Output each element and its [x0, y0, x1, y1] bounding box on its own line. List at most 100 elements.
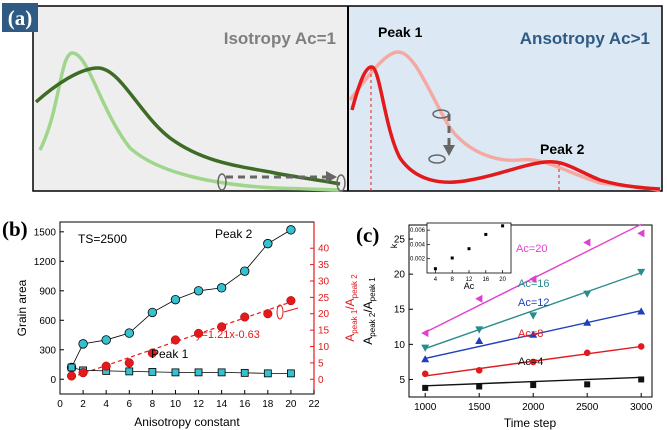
- panel-b-y2-tick-label: 5: [318, 358, 324, 369]
- anisotropy-shift-arrowhead: [443, 145, 455, 156]
- panel-b-point-peak1: [240, 368, 249, 377]
- panel-b-point-peak1: [287, 369, 295, 378]
- panel-c-ylabel-sub2: peak 1: [368, 277, 377, 302]
- panel-b-ylabel: Grain area: [15, 279, 29, 336]
- panel-b-x-tick-label: 16: [239, 399, 251, 410]
- inset-x-tick-label: 8: [451, 277, 455, 283]
- isotropy-end-marker: [336, 174, 346, 192]
- panel-b-y-tick-label: 0: [50, 375, 56, 386]
- panel-b-point-peak2: [124, 328, 134, 338]
- panel-b-fit-marker: [276, 304, 284, 320]
- panel-b-x-tick-label: 0: [57, 399, 63, 410]
- panel-c-xlabel: Time step: [504, 416, 557, 430]
- panel-c-ylabel-sub1: peak 2: [368, 312, 377, 337]
- panel-c-point-ac12: [475, 336, 484, 345]
- inset-point: [450, 256, 454, 260]
- panel-b-point-peak2: [193, 286, 204, 296]
- panel-b-x-tick-label: 18: [262, 399, 274, 410]
- series-label-ac4: Ac=4: [518, 356, 543, 368]
- panel-b-point-ratio: [263, 309, 273, 319]
- panel-b-y2label-main: A: [343, 334, 357, 342]
- panel-c-point-ac20: [475, 294, 483, 303]
- panel-b-y-tick-label: 1200: [34, 257, 57, 268]
- panel-b-point-peak1: [194, 368, 203, 377]
- panel-b-y-tick-label: 300: [39, 345, 56, 356]
- panel-c-x-tick-label: 2000: [522, 402, 545, 413]
- panel-b-xlabel: Anisotropy constant: [134, 415, 240, 429]
- series-label-ac16: Ac=16: [518, 278, 550, 290]
- panel-c: (c) 1000 1500 2000 2500 3000 5 10 15 20 25 Ac=4 …: [356, 222, 653, 430]
- panel-c-point-ac4: [422, 384, 429, 391]
- panel-c-point-ac4: [530, 382, 537, 389]
- panel-b-point-peak1: [263, 369, 272, 378]
- panel-c-y-tick-label: 15: [394, 305, 406, 316]
- series-label-ac20: Ac=20: [516, 243, 548, 255]
- panel-c-fit-line-ac4: [425, 376, 642, 387]
- panel-b-y2label-sub1: peak 1: [350, 309, 359, 334]
- panel-c-point-ac20: [421, 329, 429, 338]
- panel-a-label: (a): [8, 6, 33, 30]
- panel-b-point-ratio: [217, 322, 227, 332]
- panel-b-x-tick-label: 12: [193, 399, 205, 410]
- panel-b-y2-tick-label: 25: [318, 293, 330, 304]
- inset-y-tick-label: 0.002: [410, 257, 426, 263]
- panel-c-ylabel-sep: /A: [361, 301, 375, 312]
- panel-b-x-tick-label: 14: [216, 399, 228, 410]
- panel-b-y-tick-label: 600: [39, 316, 56, 327]
- panel-b-peak1-label: Peak 1: [151, 347, 189, 361]
- panel-c-y-ticks: 5 10 15 20 25: [394, 235, 413, 386]
- panel-c-plot-frame: [408, 224, 653, 398]
- panel-c-y-tick-label: 5: [399, 375, 405, 386]
- panel-b-y2label-sep: /A: [343, 298, 357, 309]
- panel-b: (b) 0 2 4 6 8 10 12 14 16 18 20 22 0300600900120015…: [2, 217, 359, 429]
- isotropy-start-marker: [217, 173, 227, 191]
- panel-b-y2-tick-label: 20: [318, 309, 330, 320]
- panel-b-y2-tick-label: 15: [318, 326, 330, 337]
- panel-a: (a) Isotropy Ac=1 Ansotropy Ac>1 Peak 1 …: [2, 3, 663, 192]
- panel-c-point-ac12: [637, 307, 646, 315]
- panel-c-x-tick-label: 2500: [576, 402, 599, 413]
- panel-b-y2-tick-label: 0: [318, 375, 324, 386]
- isotropy-title: Isotropy Ac=1: [224, 29, 336, 48]
- panel-c-point-ac12: [529, 330, 538, 338]
- panel-b-y-tick-label: 900: [39, 286, 56, 297]
- anisotropy-title: Ansotropy Ac>1: [520, 29, 650, 48]
- panel-b-point-peak2: [170, 294, 181, 305]
- panel-c-point-ac8: [529, 358, 537, 366]
- inset-x-tick-label: 16: [482, 277, 489, 283]
- panel-b-point-peak2: [101, 335, 111, 345]
- panel-b-point-ratio: [240, 312, 250, 322]
- panel-b-point-ratio: [147, 348, 157, 358]
- anisotropy-dark-curve: [350, 65, 661, 191]
- panel-b-point-peak1: [217, 368, 226, 377]
- panel-b-x-tick-label: 10: [170, 399, 182, 410]
- panel-c-point-ac20: [529, 275, 537, 284]
- panel-b-point-peak2: [286, 225, 296, 235]
- panel-c-point-ac16: [583, 290, 592, 298]
- panel-b-annotation: TS=2500: [78, 232, 127, 246]
- inset-point: [467, 247, 471, 251]
- panel-c-point-ac4: [476, 383, 483, 390]
- panel-c-label: (c): [356, 223, 379, 247]
- series-label-ac8: Ac=8: [518, 328, 543, 340]
- panel-b-y2label-sub2: peak 2: [350, 274, 359, 299]
- peak2-label: Peak 2: [540, 141, 585, 157]
- isotropy-light-curve: [38, 51, 341, 192]
- inset-y-tick-label: 0.006: [410, 228, 426, 234]
- panel-b-y2-tick-label: 30: [318, 276, 330, 287]
- panel-b-y2-tick-label: 35: [318, 260, 330, 271]
- panel-b-y2-tick-label: 10: [318, 342, 330, 353]
- panel-b-fit-label: y=1.21x-0.63: [196, 329, 260, 341]
- panel-b-x-tick-label: 20: [285, 399, 297, 410]
- inset-x-tick-label: 20: [499, 277, 506, 283]
- panel-c-ylabel-main: A: [361, 337, 375, 345]
- panel-b-data: [66, 225, 296, 381]
- panel-c-point-ac12: [421, 355, 430, 363]
- panel-c-point-ac8: [637, 343, 645, 350]
- inset-point: [501, 224, 505, 228]
- panel-c-ylabel: Apeak 2/Apeak 1: [361, 277, 377, 345]
- panel-b-point-peak2: [147, 307, 158, 318]
- panel-a-left-background: [33, 6, 348, 191]
- panel-b-point-peak1: [67, 363, 76, 372]
- inset-point: [484, 232, 488, 236]
